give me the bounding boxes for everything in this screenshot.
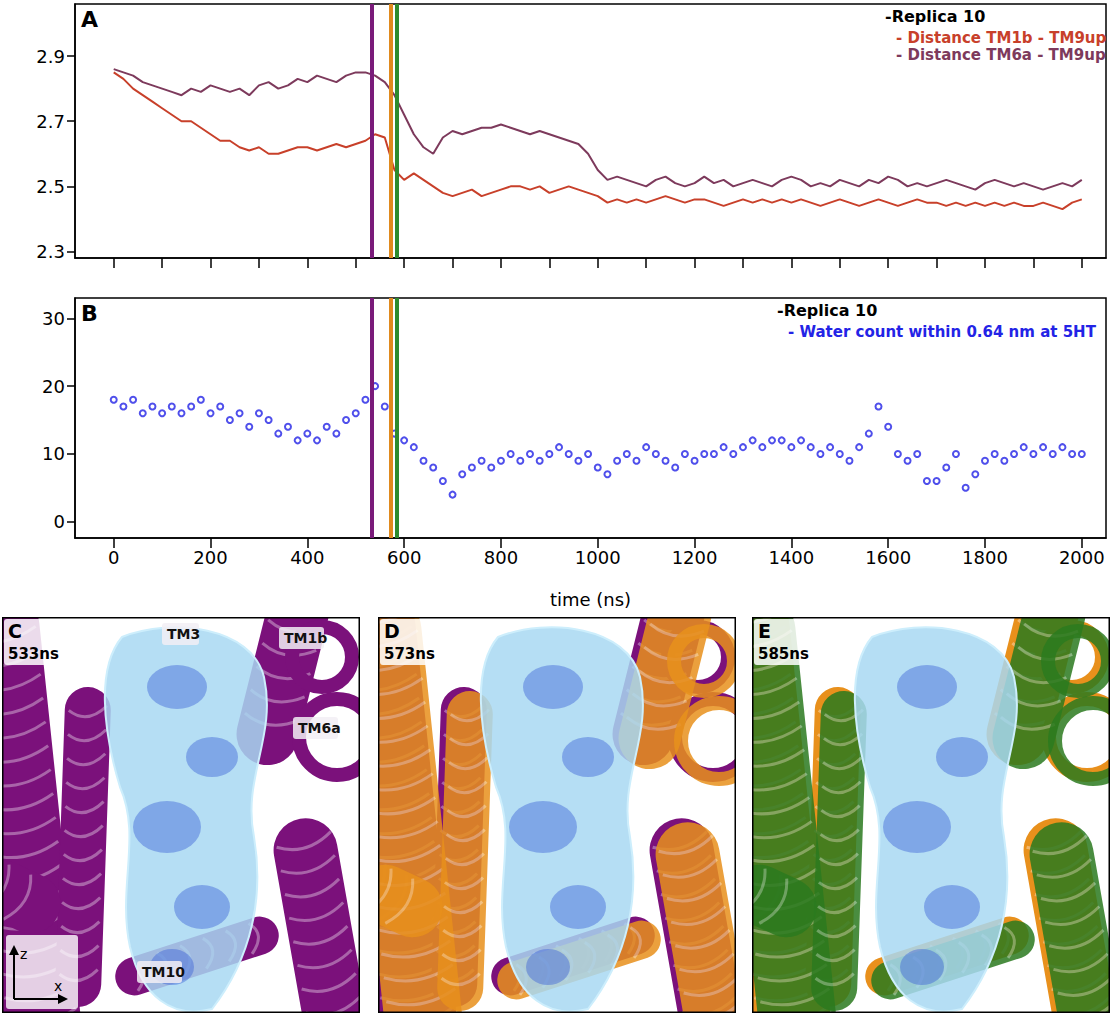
svg-text:-Replica 10: -Replica 10 xyxy=(777,301,877,320)
svg-text:585ns: 585ns xyxy=(758,645,809,663)
svg-text:z: z xyxy=(20,946,27,962)
svg-text:10: 10 xyxy=(42,443,65,464)
svg-text:TM10: TM10 xyxy=(142,964,185,980)
svg-text:-Replica 10: -Replica 10 xyxy=(885,7,985,26)
svg-text:TM1b: TM1b xyxy=(284,630,327,646)
svg-text:1600: 1600 xyxy=(865,547,911,568)
svg-text:30: 30 xyxy=(42,308,65,329)
svg-text:533ns: 533ns xyxy=(8,645,59,663)
svg-text:1000: 1000 xyxy=(575,547,621,568)
svg-text:2000: 2000 xyxy=(1059,547,1105,568)
svg-text:2.7: 2.7 xyxy=(36,111,65,132)
svg-text:- Distance TM1b - TM9up: - Distance TM1b - TM9up xyxy=(896,29,1107,47)
svg-text:- Water count within 0.64 nm a: - Water count within 0.64 nm at 5HT xyxy=(788,323,1097,341)
svg-text:A: A xyxy=(81,7,98,32)
svg-text:1200: 1200 xyxy=(672,547,718,568)
svg-text:2.5: 2.5 xyxy=(36,176,65,197)
svg-text:TM3: TM3 xyxy=(167,626,200,642)
svg-text:600: 600 xyxy=(387,547,421,568)
svg-text:0: 0 xyxy=(54,511,65,532)
svg-text:1800: 1800 xyxy=(962,547,1008,568)
svg-text:200: 200 xyxy=(193,547,227,568)
svg-text:0: 0 xyxy=(108,547,119,568)
svg-text:400: 400 xyxy=(290,547,324,568)
svg-text:time (ns): time (ns) xyxy=(550,589,631,610)
svg-text:x: x xyxy=(54,978,62,994)
svg-text:- Distance TM6a - TM9up: - Distance TM6a - TM9up xyxy=(896,46,1106,64)
svg-text:C: C xyxy=(8,620,22,642)
svg-text:800: 800 xyxy=(484,547,518,568)
svg-text:D: D xyxy=(384,620,400,642)
svg-text:B: B xyxy=(81,301,98,326)
svg-text:20: 20 xyxy=(42,376,65,397)
svg-text:TM6a: TM6a xyxy=(298,720,341,736)
svg-text:2.3: 2.3 xyxy=(36,241,65,262)
svg-text:2.9: 2.9 xyxy=(36,46,65,67)
svg-text:E: E xyxy=(758,620,771,642)
svg-text:1400: 1400 xyxy=(768,547,814,568)
svg-text:573ns: 573ns xyxy=(384,645,435,663)
